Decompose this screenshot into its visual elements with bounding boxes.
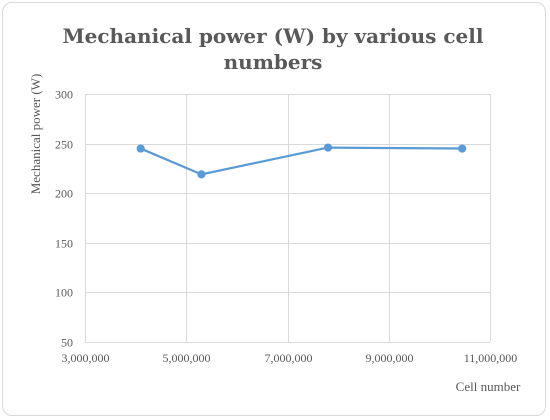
data-point xyxy=(197,170,206,179)
chart-frame xyxy=(2,2,546,416)
series-line xyxy=(140,146,463,176)
x-tick-label: 7,000,000 xyxy=(265,351,313,365)
y-tick-label: 250 xyxy=(55,138,73,152)
data-point xyxy=(136,144,145,153)
chart-title-line-1: Mechanical power (W) by various cell xyxy=(63,24,484,48)
data-point xyxy=(323,143,333,152)
y-axis-title: Mechanical power (W) xyxy=(28,74,43,195)
x-tick-label: 3,000,000 xyxy=(62,351,110,365)
data-point xyxy=(458,144,467,153)
y-tick-label: 300 xyxy=(55,88,73,102)
x-tick-label: 11,000,000 xyxy=(464,351,518,365)
series-layer xyxy=(136,143,467,179)
y-tick-label: 50 xyxy=(61,336,73,350)
y-tick-label: 150 xyxy=(55,237,73,251)
tick-labels: 50 100 150 200 250 300 3,000,000 5,000,000 7,000… xyxy=(55,88,517,366)
x-tick-label: 9,000,000 xyxy=(366,351,414,365)
gridlines xyxy=(85,94,491,343)
y-tick-label: 200 xyxy=(55,187,73,201)
x-tick-label: 5,000,000 xyxy=(163,351,211,365)
x-axis-title: Cell number xyxy=(456,379,521,394)
y-tick-label: 100 xyxy=(55,286,73,300)
chart-title-line-2: numbers xyxy=(224,50,323,74)
